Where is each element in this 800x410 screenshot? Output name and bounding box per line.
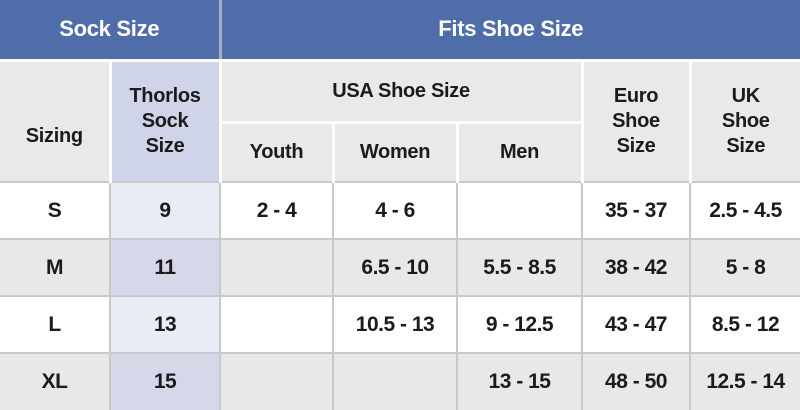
- cell-usa-men: 9 - 12.5: [457, 296, 583, 354]
- cell-thorlos-size: 13: [110, 296, 221, 354]
- cell-sizing: XL: [0, 353, 111, 410]
- col-header-men: Men: [457, 122, 584, 183]
- col-header-usa-shoe-size: USA Shoe Size: [220, 60, 584, 124]
- cell-uk: 8.5 - 12: [690, 296, 800, 354]
- cell-usa-women: 6.5 - 10: [333, 239, 458, 297]
- cell-thorlos-size: 15: [110, 353, 221, 410]
- col-header-thorlos-sock-size: Thorlos Sock Size: [110, 60, 222, 183]
- cell-usa-men: [457, 182, 583, 240]
- cell-euro: 43 - 47: [582, 296, 691, 354]
- cell-usa-men: 5.5 - 8.5: [457, 239, 583, 297]
- table-row-xl: XL 15 13 - 15 48 - 50 12.5 - 14: [0, 353, 800, 410]
- col-header-uk-shoe-size: UK Shoe Size: [690, 60, 800, 183]
- cell-euro: 35 - 37: [582, 182, 691, 240]
- cell-usa-youth: [220, 353, 334, 410]
- cell-usa-women: [333, 353, 458, 410]
- cell-usa-youth: [220, 239, 334, 297]
- cell-usa-men: 13 - 15: [457, 353, 583, 410]
- cell-usa-youth: [220, 296, 334, 354]
- cell-uk: 12.5 - 14: [690, 353, 800, 410]
- column-header-row: Sizing Thorlos Sock Size USA Shoe Size E…: [0, 60, 800, 183]
- cell-sizing: M: [0, 239, 111, 297]
- cell-uk: 2.5 - 4.5: [690, 182, 800, 240]
- col-header-euro-shoe-size: Euro Shoe Size: [582, 60, 692, 183]
- col-header-sizing: Sizing: [0, 60, 112, 183]
- table-row-s: S 9 2 - 4 4 - 6 35 - 37 2.5 - 4.5: [0, 182, 800, 240]
- col-header-youth: Youth: [220, 122, 335, 183]
- cell-thorlos-size: 11: [110, 239, 221, 297]
- sock-size-group-header: Sock Size: [0, 0, 222, 62]
- cell-euro: 38 - 42: [582, 239, 691, 297]
- usa-subheader-row: Youth Women Men: [0, 122, 800, 183]
- table-row-l: L 13 10.5 - 13 9 - 12.5 43 - 47 8.5 - 12: [0, 296, 800, 354]
- cell-sizing: L: [0, 296, 111, 354]
- cell-usa-women: 10.5 - 13: [333, 296, 458, 354]
- top-header-row: Sock Size Fits Shoe Size: [0, 0, 800, 62]
- cell-usa-youth: 2 - 4: [220, 182, 334, 240]
- cell-euro: 48 - 50: [582, 353, 691, 410]
- cell-thorlos-size: 9: [110, 182, 221, 240]
- fits-shoe-size-group-header: Fits Shoe Size: [220, 0, 800, 62]
- cell-usa-women: 4 - 6: [333, 182, 458, 240]
- cell-sizing: S: [0, 182, 111, 240]
- table-row-m: M 11 6.5 - 10 5.5 - 8.5 38 - 42 5 - 8: [0, 239, 800, 297]
- cell-uk: 5 - 8: [690, 239, 800, 297]
- col-header-women: Women: [333, 122, 459, 183]
